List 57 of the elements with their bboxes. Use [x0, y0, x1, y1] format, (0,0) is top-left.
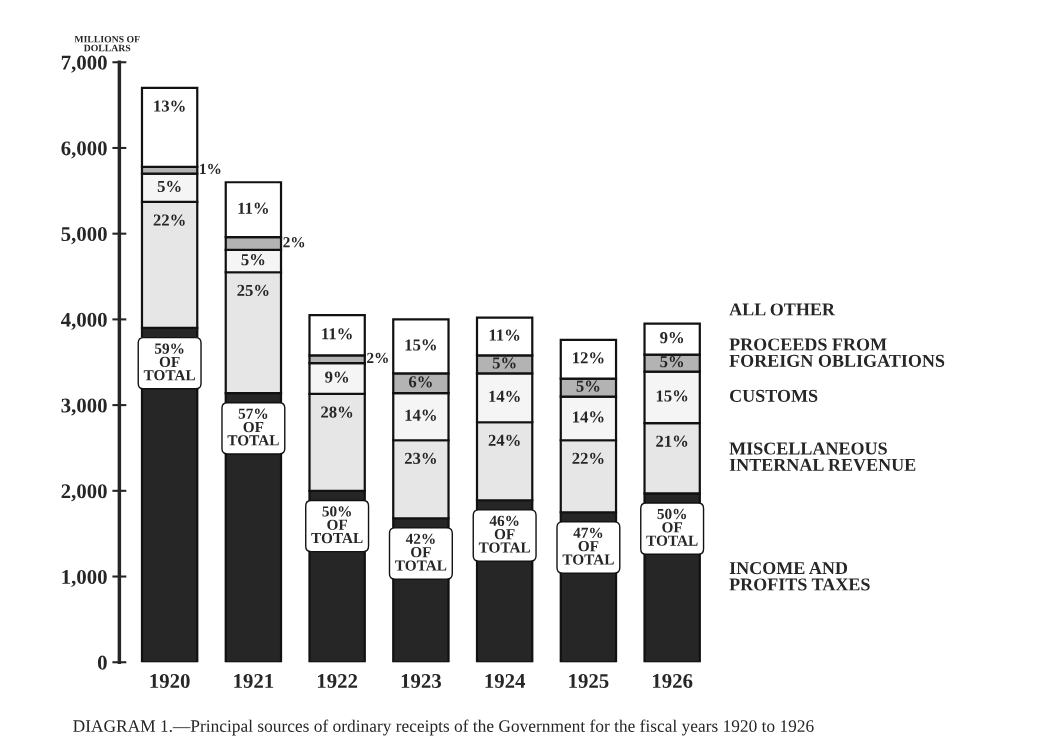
y-tick-label: 3,000	[61, 398, 107, 416]
y-tick-label: 5,000	[61, 227, 107, 245]
annotation: 25%	[237, 284, 269, 297]
annotation: 50% OF TOTAL	[646, 508, 698, 546]
annotation: 5%	[660, 356, 684, 368]
annotation: 5%	[492, 357, 516, 369]
annotation: 24%	[488, 434, 520, 447]
series-label: MISCELLANEOUS INTERNAL REVENUE	[729, 442, 916, 472]
annotation: 57% OF TOTAL	[227, 408, 279, 446]
annotation: 5%	[576, 380, 600, 392]
annotation: 42% OF TOTAL	[395, 533, 447, 571]
annotation: 14%	[489, 390, 520, 403]
annotation: 21%	[656, 435, 688, 447]
x-tick-label: 1921	[234, 674, 274, 689]
y-tick-label: 6,000	[61, 141, 107, 159]
y-tick-label: 1,000	[62, 569, 107, 587]
annotation: 13%	[154, 100, 185, 112]
annotation: 15%	[405, 339, 436, 351]
y-tick-label: 4,000	[60, 312, 107, 330]
annotation: 22%	[153, 214, 185, 226]
series-label: PROCEEDS FROM FOREIGN OBLIGATIONS	[729, 338, 945, 367]
y-tick-label: 0	[97, 655, 107, 670]
annotation: 12%	[573, 352, 604, 364]
series-label: ALL OTHER	[729, 303, 836, 316]
x-tick-label: 1920	[150, 673, 190, 689]
series-label: INCOME AND PROFITS TAXES	[729, 562, 870, 591]
annotation: 6%	[408, 376, 432, 388]
series-label: CUSTOMS	[730, 389, 818, 402]
annotation: 28%	[321, 406, 353, 418]
annotation: 46% OF TOTAL	[478, 515, 531, 553]
annotation: 2%	[367, 352, 388, 364]
annotation: 11%	[238, 202, 269, 214]
x-tick-label: 1926	[653, 674, 693, 689]
x-tick-label: 1924	[485, 674, 526, 689]
text: DIAGRAM 1.—Principal sources of ordinary receipts of the Government for the fiscal years 1920 to 1926	[73, 719, 814, 736]
annotation: 50% OF TOTAL	[311, 506, 363, 544]
y-axis-title: MILLIONS OF DOLLARS	[74, 35, 140, 52]
annotation: 22%	[572, 452, 604, 465]
annotation: 14%	[573, 411, 604, 423]
annotation: 9%	[660, 332, 684, 344]
x-tick-label: 1922	[317, 674, 358, 689]
annotation: 2%	[283, 237, 305, 248]
annotation: 1%	[200, 163, 221, 175]
annotation: 47% OF TOTAL	[562, 527, 614, 565]
annotation: 11%	[322, 328, 352, 340]
annotation: 59% OF TOTAL	[143, 343, 196, 381]
annotation: 9%	[325, 371, 349, 383]
annotation: 11%	[489, 329, 520, 341]
y-tick-label: 7,000	[61, 55, 107, 73]
annotation: 14%	[405, 409, 436, 421]
y-tick-label: 2,000	[61, 484, 107, 502]
annotation: 15%	[656, 390, 688, 402]
annotation: 5%	[241, 254, 265, 266]
annotation: 23%	[404, 452, 436, 465]
x-tick-label: 1923	[401, 674, 442, 689]
x-tick-label: 1925	[569, 674, 609, 689]
annotation: 5%	[157, 180, 181, 193]
